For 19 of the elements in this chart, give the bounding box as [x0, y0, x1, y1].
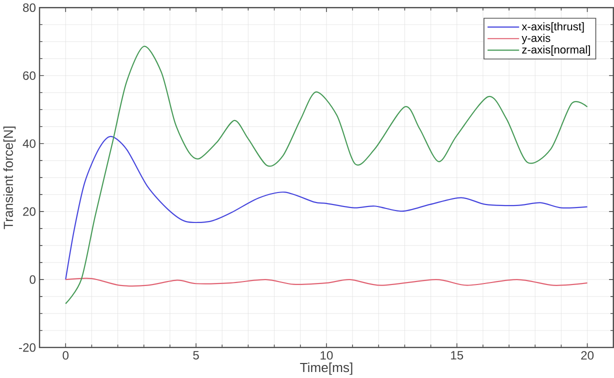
x-tick-label: 20: [581, 351, 594, 360]
y-tick-label: 60: [23, 71, 36, 80]
y-tick-label: 40: [22, 139, 36, 148]
line-series: [65, 278, 588, 286]
y-tick-label: -20: [19, 343, 36, 352]
legend-label: y-axis: [522, 34, 550, 44]
x-axis-title: Time[ms]: [300, 362, 352, 375]
x-tick-label: 15: [451, 351, 464, 360]
y-tick-label: 80: [23, 3, 36, 12]
x-tick-label: 5: [193, 351, 199, 360]
line-series: [65, 46, 588, 304]
line-series: [65, 136, 588, 280]
x-tick-label: 0: [62, 351, 69, 360]
y-tick-label: 0: [30, 275, 36, 284]
x-tick-label: 10: [320, 351, 333, 360]
legend-label: z-axis[normal]: [522, 45, 590, 56]
y-axis-title: Transient force[N]: [3, 126, 16, 230]
legend-label: x-axis[thrust]: [522, 22, 584, 33]
y-tick-label: 20: [23, 207, 36, 216]
